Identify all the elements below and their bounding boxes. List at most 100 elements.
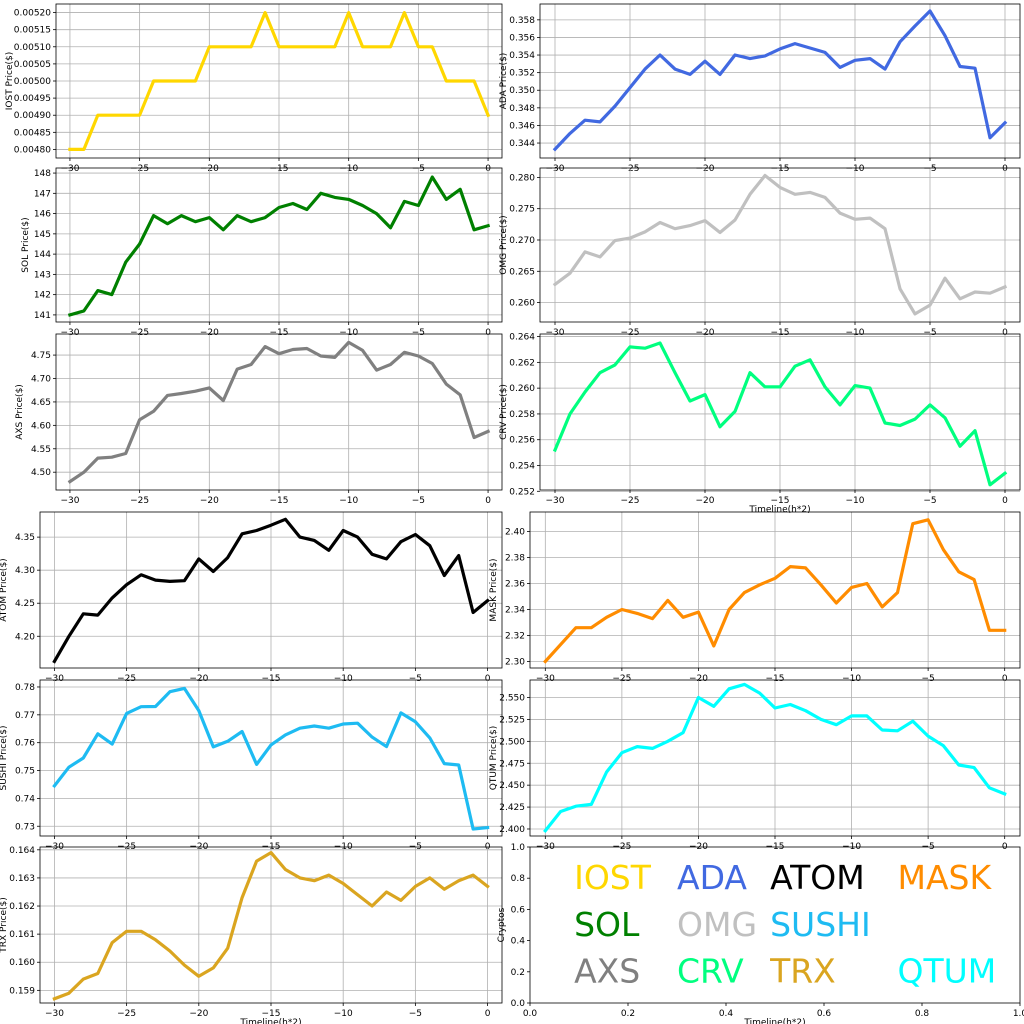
panel-10: −30 −25 −20 −15 −10 −5 0 0.159 0.160 0.161 0.162 0.…: [0, 846, 503, 1024]
y-tick-label: 2.500: [499, 737, 525, 747]
y-tick-label: 0.00520: [14, 9, 51, 19]
x-tick-label: −30: [60, 496, 79, 506]
y-tick-label: 0.275: [509, 205, 535, 215]
y-tick-label: 0.00495: [14, 94, 51, 104]
y-tick-label: 4.65: [31, 398, 51, 408]
axes-frame: [39, 679, 503, 837]
y-tick-label: 147: [34, 189, 51, 199]
y-tick-label: 0.252: [509, 487, 535, 497]
x-axis-label: Timeline(h*2): [743, 1018, 805, 1024]
x-tick-label: −15: [771, 328, 790, 338]
x-tick-label: −5: [409, 674, 422, 684]
x-tick-label: −5: [923, 328, 936, 338]
y-tick-label: 0.8: [511, 874, 526, 884]
x-tick-label: −30: [60, 328, 79, 338]
y-tick-label: 0.00500: [14, 77, 51, 87]
y-axis-label: ADA Price($): [499, 53, 509, 110]
axes-frame: [539, 167, 1021, 323]
series-line: [552, 341, 1008, 487]
y-axis-label: TRX Price($): [0, 897, 9, 953]
x-tick-label: −5: [921, 674, 934, 684]
y-tick-label: 0.00480: [14, 145, 51, 155]
x-tick-label: −10: [846, 496, 865, 506]
x-tick-label: −5: [923, 496, 936, 506]
series-line: [52, 686, 490, 831]
x-tick-label: −10: [339, 328, 358, 338]
x-tick-label: −5: [412, 328, 425, 338]
panel-1: −30−25−20−15−10−500.3440.3460.3480.3500.…: [499, 3, 1021, 174]
x-tick-label: −10: [846, 328, 865, 338]
y-tick-label: 0.00515: [14, 26, 51, 36]
axes-frame: [55, 167, 503, 323]
x-tick-label: −25: [117, 674, 136, 684]
series-line: [67, 175, 491, 317]
y-tick-label: 0.78: [15, 683, 35, 693]
series-line: [67, 340, 491, 484]
y-tick-label: 148: [34, 169, 51, 179]
panel-5: −30 −25 −20 −15 −10 −5 0 0.252 0.254 0.256 0.258 0.…: [499, 333, 1021, 515]
y-tick-label: 0.77: [15, 711, 35, 721]
y-tick-label: 4.70: [31, 375, 51, 385]
y-tick-label: 0.00485: [14, 128, 51, 138]
y-tick-label: 0.256: [509, 436, 535, 446]
y-tick-label: 0.6: [511, 905, 526, 915]
x-tick-label: 0: [485, 496, 491, 506]
axes-frame: [39, 846, 503, 1004]
y-tick-label: 0.346: [509, 121, 535, 131]
y-tick-label: 4.20: [15, 632, 35, 642]
y-tick-label: 0.350: [509, 86, 535, 96]
x-tick-label: −10: [334, 674, 353, 684]
legend-entry-trx: TRX: [769, 952, 836, 991]
y-tick-label: 2.525: [499, 715, 525, 725]
x-axis-label: Timeline(h*2): [748, 505, 810, 515]
x-tick-label: 0.8: [915, 1009, 930, 1019]
y-axis-label: QTUM Price($): [489, 726, 499, 791]
series-line: [552, 173, 1008, 316]
axes-frame: [539, 3, 1021, 159]
y-tick-label: 2.30: [505, 658, 525, 668]
x-tick-label: −20: [200, 328, 219, 338]
x-tick-label: −15: [262, 1009, 281, 1019]
x-tick-label: −20: [696, 496, 715, 506]
y-tick-label: 4.50: [31, 468, 51, 478]
y-tick-label: 2.550: [499, 694, 525, 704]
y-tick-label: 0.280: [509, 173, 535, 183]
panel-8: −30−25−20−15−10−500.730.740.750.760.770.…: [0, 679, 503, 852]
legend-entry-ada: ADA: [677, 858, 747, 897]
legend-entry-iost: IOST: [574, 858, 652, 897]
x-tick-label: −15: [270, 496, 289, 506]
y-tick-label: 4.60: [31, 421, 51, 431]
x-tick-label: −20: [689, 674, 708, 684]
y-tick-label: 0.164: [9, 846, 35, 856]
legend-entry-omg: OMG: [677, 905, 757, 944]
y-tick-label: 4.75: [31, 351, 51, 361]
x-tick-label: −15: [270, 328, 289, 338]
panel-7: −30 −25 −20 −15 −10 −5 0 2.30 2.32 2.34 2.36 2.38 2.…: [489, 511, 1021, 684]
axes-frame: [529, 846, 1021, 1004]
x-tick-label: 0.4: [719, 1009, 734, 1019]
x-tick-label: −25: [621, 496, 640, 506]
y-tick-label: 0.163: [9, 874, 35, 884]
x-tick-label: −15: [771, 496, 790, 506]
y-tick-label: 0.161: [9, 930, 35, 940]
y-tick-label: 0.00505: [14, 60, 51, 70]
series-line: [552, 9, 1008, 152]
panel-2: −30 −25 −20 −15 −10 −5 0 141 142 143 144 145 146 147 1…: [21, 167, 503, 338]
x-tick-label: −15: [262, 674, 281, 684]
y-tick-label: 0.258: [509, 410, 535, 420]
x-tick-label: 0: [1002, 496, 1008, 506]
x-tick-label: 0: [485, 1009, 491, 1019]
x-tick-label: −30: [45, 674, 64, 684]
y-tick-label: 2.400: [499, 825, 525, 835]
legend-entry-sushi: SUSHI: [770, 905, 871, 944]
series-line: [543, 518, 1007, 664]
x-tick-label: −10: [339, 496, 358, 506]
x-tick-label: −20: [696, 328, 715, 338]
y-tick-label: 0.159: [9, 986, 35, 996]
panel-11: 0.0 0.2 0.4 0.6 0.8 1.0 0.0 0.2 0.4 0.6 0.8 1.0 Cryp…: [497, 843, 1024, 1024]
y-axis-label: MASK Price($): [489, 558, 499, 621]
x-tick-label: −10: [334, 1009, 353, 1019]
axes-frame: [55, 3, 503, 159]
y-axis-label: SOL Price($): [21, 217, 31, 272]
